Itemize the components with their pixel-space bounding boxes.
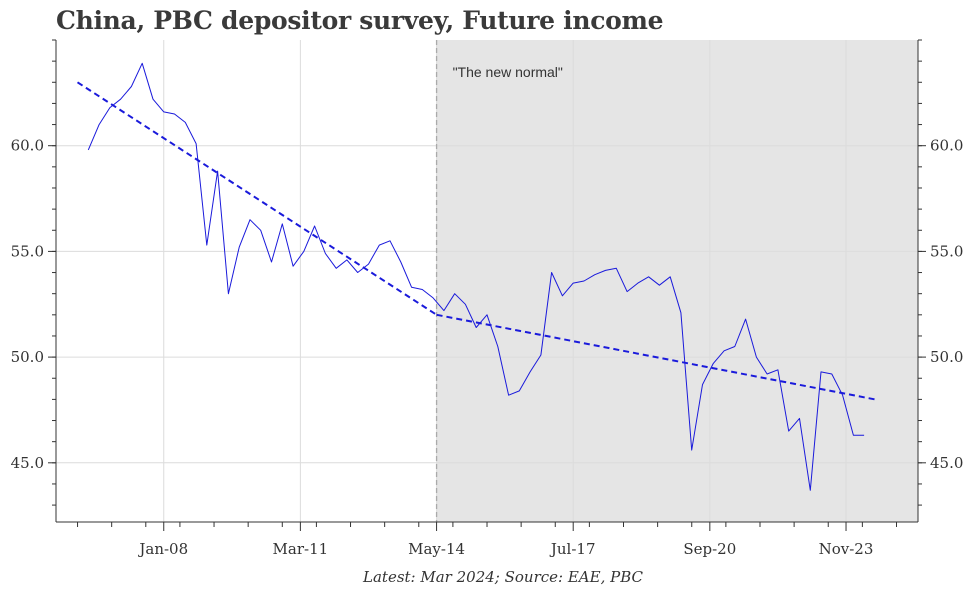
x-tick-label: Jan-08: [137, 540, 188, 558]
y-tick-label-right: 45.0: [930, 454, 963, 472]
trend-line-2: [436, 313, 876, 401]
annotation-new-normal: "The new normal": [453, 64, 563, 80]
trend-line-1: [76, 81, 438, 316]
y-tick-label-right: 55.0: [930, 242, 963, 260]
y-tick-label-right: 60.0: [930, 137, 963, 155]
y-tick-label-left: 45.0: [11, 454, 44, 472]
chart-title: China, PBC depositor survey, Future inco…: [56, 6, 664, 35]
x-tick-label: Mar-11: [273, 540, 329, 558]
y-tick-label-left: 50.0: [11, 348, 44, 366]
shaded-region: [436, 40, 918, 522]
y-tick-label-left: 55.0: [11, 242, 44, 260]
y-tick-label-left: 60.0: [11, 137, 44, 155]
x-tick-label: Nov-23: [819, 540, 874, 558]
y-tick-label-right: 50.0: [930, 348, 963, 366]
x-tick-label: May-14: [408, 540, 465, 558]
x-tick-label: Sep-20: [683, 540, 736, 558]
chart-caption: Latest: Mar 2024; Source: EAE, PBC: [362, 568, 643, 586]
x-tick-label: Jul-17: [549, 540, 596, 558]
survey-line: [87, 62, 865, 491]
